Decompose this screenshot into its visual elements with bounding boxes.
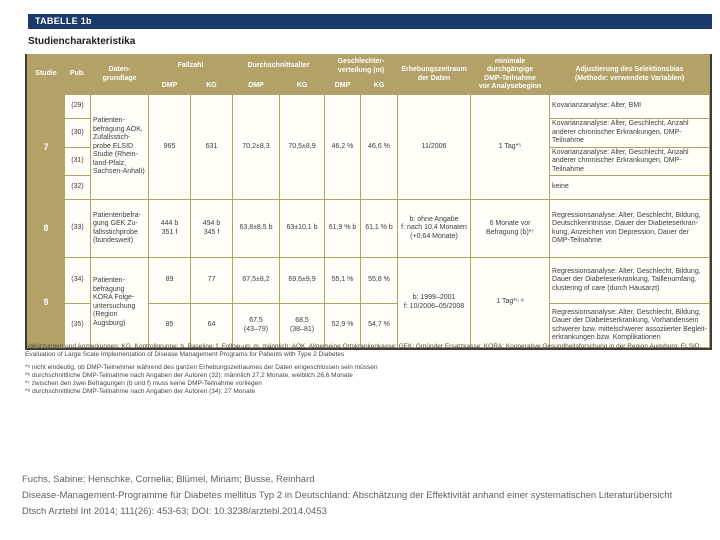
- cell-fallzahl-kg: 64: [190, 303, 233, 348]
- cell-minimale-teilnahme: 1 Tag*⁵ ⁸: [470, 257, 551, 348]
- cell-geschlecht-dmp: 52,9 %: [324, 303, 362, 348]
- pub-ref: (32): [64, 175, 91, 200]
- cell-geschlecht-dmp: 61,9 % b: [324, 199, 362, 258]
- cell-alter-kg: 70,5±8,9: [278, 94, 326, 200]
- cell-geschlecht-kg: 61,1 % b: [360, 199, 399, 258]
- footnote-7: *⁷ zwischen den zwei Befragungen (b und …: [25, 380, 262, 388]
- study-characteristics-table: Studie Pub. Daten- grundlage Fallzahl Du…: [27, 54, 711, 348]
- cell-fallzahl-kg: 77: [190, 257, 233, 304]
- table-label-bar: TABELLE 1b: [28, 14, 712, 29]
- cell-geschlecht-kg: 55,8 %: [360, 257, 399, 304]
- cell-fallzahl-kg: 494 b 345 f: [190, 199, 233, 258]
- table-row: (35) 85 64 67,5 (43–79) 68,5 (38–81) 52,…: [28, 303, 711, 348]
- study-number: 9: [27, 257, 65, 348]
- cell-fallzahl-kg: 631: [190, 94, 233, 200]
- cell-minimale-teilnahme: 1 Tag*⁵: [470, 94, 551, 200]
- pub-ref: (30): [64, 118, 91, 148]
- cell-fallzahl-dmp: 444 b 351 f: [148, 199, 191, 258]
- cell-alter-kg: 68,5 (38–81): [278, 303, 326, 348]
- table-row: 9 (34) Patienten- befragung KORA Folge- …: [27, 257, 711, 348]
- cell-adjustierung: keine: [549, 175, 711, 200]
- table-row: 7 (29) Patienten- befragung AOK, Zufalls…: [27, 94, 711, 200]
- pub-ref: (31): [64, 146, 91, 176]
- col-header-pub: Pub.: [64, 54, 91, 95]
- cell-datengrundlage: Patientenbefra- gung GEK Zu- fallsstichp…: [90, 199, 149, 258]
- cell-adjustierung: Kovarianzanalyse: Alter, Geschlecht, Anz…: [549, 118, 711, 148]
- subcol-geschlecht-kg: KG: [360, 78, 399, 95]
- footnotes: Abkürzungen und Anmerkungen: KG, Kontrol…: [25, 343, 713, 397]
- cell-alter-kg: 63±10,1 b: [278, 199, 326, 258]
- cell-alter-dmp: 67,5±8,2: [232, 257, 280, 304]
- subcol-fallzahl-kg: KG: [190, 78, 233, 95]
- cell-geschlecht-kg: 54,7 %: [360, 303, 399, 348]
- subcol-alter-dmp: DMP: [232, 78, 280, 95]
- cell-fallzahl-dmp: 89: [148, 257, 191, 304]
- cell-erhebungszeitraum: 11/2006: [397, 94, 472, 200]
- subcol-alter-kg: KG: [278, 78, 326, 95]
- cell-adjustierung: Regressionsanalyse: Alter, Geschlecht, B…: [549, 257, 711, 304]
- cell-datengrundlage: Patienten- befragung AOK, Zufallsstich- …: [90, 94, 149, 200]
- footnote-8: *⁸ durchschnittliche DMP-Teilnahme nach …: [25, 388, 256, 396]
- study-characteristics-table-wrap: Studie Pub. Daten- grundlage Fallzahl Du…: [25, 54, 712, 350]
- citation-authors: Fuchs, Sabine; Henschke, Cornelia; Blüme…: [22, 474, 315, 485]
- cell-fallzahl-dmp: 85: [148, 303, 191, 348]
- cell-erhebungszeitraum: b: 1999–2001 f: 10/2006–05/2008: [397, 257, 472, 348]
- cell-fallzahl-dmp: 965: [148, 94, 191, 200]
- subcol-geschlecht-dmp: DMP: [324, 78, 362, 95]
- cell-geschlecht-kg: 46,6 %: [360, 94, 399, 200]
- cell-geschlecht-dmp: 46,2 %: [324, 94, 362, 200]
- col-header-datengrundlage: Daten- grundlage: [90, 54, 149, 95]
- cell-alter-dmp: 63,8±8,5 b: [232, 199, 280, 258]
- cell-minimale-teilnahme: 6 Monate vor Befragung (b)*⁷: [470, 199, 551, 258]
- study-number: 7: [27, 94, 65, 200]
- cell-alter-dmp: 70,2±8,3: [232, 94, 280, 200]
- study-number: 8: [27, 199, 65, 258]
- pub-ref: (29): [64, 94, 91, 119]
- cell-adjustierung: Kovarianzanalyse: Alter, BMI: [549, 94, 711, 119]
- cell-erhebungszeitraum: b: ohne Angabe f: nach 10,4 Monaten (+0,…: [397, 199, 472, 258]
- cell-alter-kg: 69,6±9,9: [278, 257, 326, 304]
- col-header-minimale-dmp-teilnahme: minimale durchgängige DMP-Teilnahme vor …: [470, 54, 551, 95]
- citation-title: Disease-Management-Programme für Diabete…: [22, 490, 673, 501]
- col-header-studie: Studie: [27, 54, 65, 95]
- footnote-5: *⁵ nicht eindeutig, ob DMP-Teilnehmer wä…: [25, 363, 378, 371]
- col-header-adjustierung: Adjustierung des Selektionsbias (Methode…: [549, 54, 711, 95]
- col-header-durchschnittsalter: Durchschnittsalter: [231, 54, 326, 79]
- col-header-erhebungszeitraum: Erhebungszeitraum der Daten: [397, 54, 472, 95]
- abbreviations-note: Abkürzungen und Anmerkungen: KG, Kontrol…: [25, 343, 702, 359]
- cell-datengrundlage: Patienten- befragung KORA Folge- untersu…: [90, 257, 149, 348]
- cell-adjustierung: Regressionsanalyse: Alter, Geschlecht, B…: [549, 199, 711, 258]
- cell-alter-dmp: 67,5 (43–79): [232, 303, 280, 348]
- citation-source: Dtsch Arztebl Int 2014; 111(26): 453-63;…: [22, 506, 327, 517]
- footnote-6: *⁶ durchschnittliche DMP-Teilnahme nach …: [25, 371, 353, 379]
- table-row: 8 (33) Patientenbefra- gung GEK Zu- fall…: [27, 199, 711, 258]
- pub-ref: (33): [64, 199, 91, 258]
- pub-ref: (35): [64, 303, 91, 348]
- table-subtitle: Studiencharakteristika: [28, 36, 136, 47]
- col-header-geschlechterverteilung: Geschlechter- verteilung (m): [324, 54, 399, 79]
- citation-block: Fuchs, Sabine; Henschke, Cornelia; Blüme…: [22, 472, 714, 520]
- col-header-fallzahl: Fallzahl: [148, 54, 233, 79]
- subcol-fallzahl-dmp: DMP: [148, 78, 191, 95]
- table-label: TABELLE 1b: [35, 16, 92, 26]
- cell-adjustierung: Regressionsanalyse: Alter, Geschlecht, B…: [549, 303, 711, 348]
- cell-geschlecht-dmp: 55,1 %: [324, 257, 362, 304]
- cell-adjustierung: Kovarianzanalyse: Alter, Geschlecht, Anz…: [549, 146, 711, 176]
- pub-ref: (34): [64, 257, 91, 304]
